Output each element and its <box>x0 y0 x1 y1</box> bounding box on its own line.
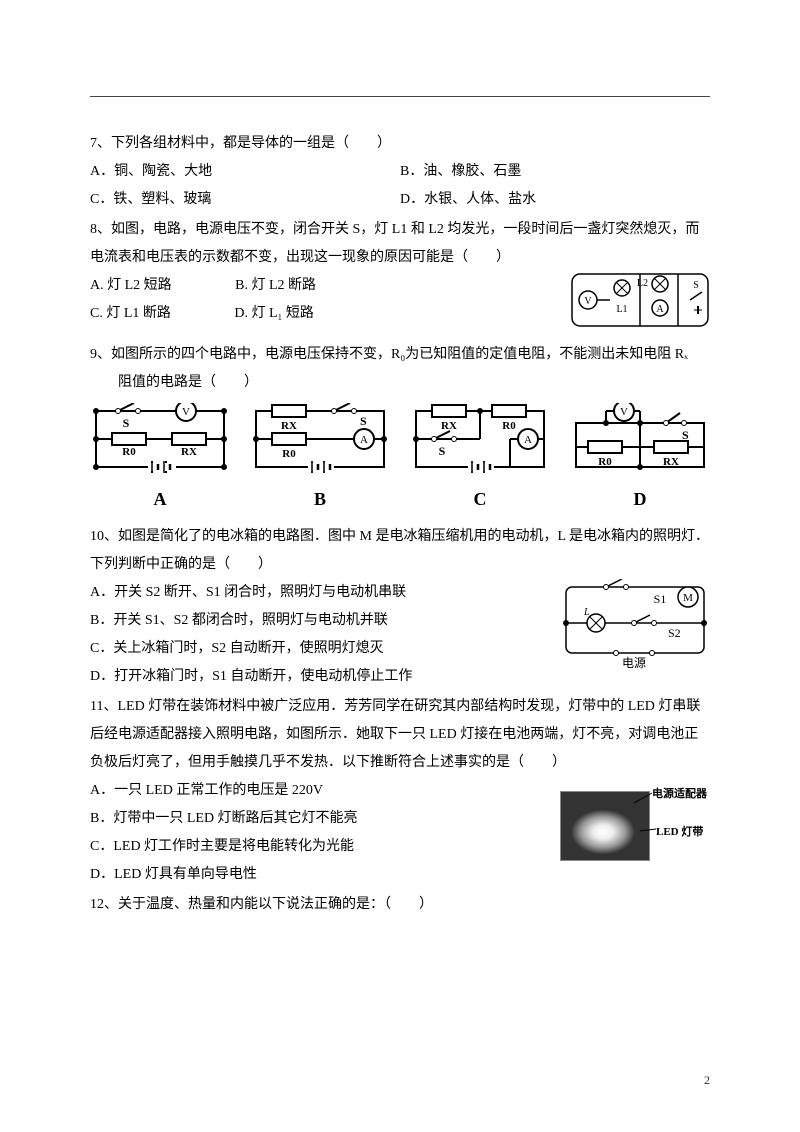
svg-text:R0: R0 <box>122 446 136 458</box>
question-10: 10、如图是简化了的电冰箱的电路图．图中 M 是电冰箱压缩机用的电动机，L 是电… <box>90 523 710 691</box>
q8-opt-b: B. 灯 L2 断路 <box>235 272 316 300</box>
q9-stem2: 阻值的电路是（ ） <box>90 369 710 397</box>
question-12: 12、关于温度、热量和内能以下说法正确的是：（ ） <box>90 891 710 919</box>
q9-circuit-c: RX R0 S A C <box>410 403 550 517</box>
svg-text:R0: R0 <box>282 448 296 460</box>
svg-text:S: S <box>439 444 446 458</box>
q8-v-label: V <box>584 296 592 307</box>
page-number: 2 <box>704 1068 710 1092</box>
svg-text:R0: R0 <box>502 420 516 432</box>
svg-text:M: M <box>683 592 693 604</box>
q12-stem: 12、关于温度、热量和内能以下说法正确的是：（ ） <box>90 891 710 919</box>
svg-text:V: V <box>182 406 190 418</box>
q11-stem: 11、LED 灯带在装饰材料中被广泛应用．芳芳同学在研究其内部结构时发现，灯带中… <box>90 693 710 777</box>
q9-circuit-a: S V R0 RX A <box>90 403 230 517</box>
q9-label-a: A <box>90 481 230 517</box>
q9-label-d: D <box>570 481 710 517</box>
q9-label-c: C <box>410 481 550 517</box>
q7-opt-a: A．铜、陶瓷、大地 <box>90 158 400 186</box>
svg-text:RX: RX <box>663 456 679 468</box>
question-7: 7、下列各组材料中，都是导体的一组是（ ） A．铜、陶瓷、大地 B．油、橡胶、石… <box>90 130 710 214</box>
svg-text:S: S <box>682 428 689 442</box>
svg-text:S: S <box>123 416 130 430</box>
svg-text:V: V <box>620 406 628 418</box>
q11-adapter-label: 电源适配器 <box>652 783 707 805</box>
q9-label-b: B <box>250 481 390 517</box>
svg-text:RX: RX <box>281 420 297 432</box>
q8-opt-d: D. 灯 L₁ 短路 <box>234 300 314 328</box>
question-11: 11、LED 灯带在装饰材料中被广泛应用．芳芳同学在研究其内部结构时发现，灯带中… <box>90 693 710 889</box>
question-8: 8、如图，电路，电源电压不变，闭合开关 S，灯 L1 和 L2 均发光，一段时间… <box>90 216 710 339</box>
q8-a-label: A <box>656 304 664 315</box>
svg-text:L: L <box>583 607 590 618</box>
svg-text:A: A <box>524 434 532 446</box>
q9-stem: 9、如图所示的四个电路中，电源电压保持不变，R₀为已知阻值的定值电阻，不能测出未… <box>90 341 710 369</box>
q8-opt-c: C. 灯 L1 断路 <box>90 300 171 328</box>
svg-text:R0: R0 <box>598 456 612 468</box>
svg-text:电源: 电源 <box>622 656 646 669</box>
q9-circuit-b: RX S R0 A B <box>250 403 390 517</box>
question-9: 9、如图所示的四个电路中，电源电压保持不变，R₀为已知阻值的定值电阻，不能测出未… <box>90 341 710 517</box>
q10-circuit-figure: S1 M L S2 电源 <box>560 579 710 680</box>
q8-circuit-figure: V L1 L2 A S <box>570 272 710 339</box>
svg-text:RX: RX <box>181 446 197 458</box>
svg-text:A: A <box>360 434 368 446</box>
q10-stem: 10、如图是简化了的电冰箱的电路图．图中 M 是电冰箱压缩机用的电动机，L 是电… <box>90 523 710 579</box>
svg-text:RX: RX <box>441 420 457 432</box>
svg-text:S: S <box>360 414 367 428</box>
q9-circuits-row: S V R0 RX A <box>90 403 710 517</box>
header-rule <box>90 96 710 97</box>
q11-strip-label: LED 灯带 <box>656 821 703 843</box>
q7-opt-c: C．铁、塑料、玻璃 <box>90 186 400 214</box>
svg-text:S2: S2 <box>668 626 681 640</box>
q11-led-figure: 电源适配器 LED 灯带 <box>560 777 710 867</box>
q7-opt-b: B．油、橡胶、石墨 <box>400 158 710 186</box>
q7-opt-d: D．水银、人体、盐水 <box>400 186 710 214</box>
svg-text:S1: S1 <box>654 592 667 606</box>
q8-l2-label: L2 <box>637 278 648 289</box>
page-content: 7、下列各组材料中，都是导体的一组是（ ） A．铜、陶瓷、大地 B．油、橡胶、石… <box>90 130 710 919</box>
q9-circuit-d: V S R0 RX D <box>570 403 710 517</box>
q8-s-label: S <box>693 280 699 291</box>
q8-l1-label: L1 <box>616 304 627 315</box>
q8-stem: 8、如图，电路，电源电压不变，闭合开关 S，灯 L1 和 L2 均发光，一段时间… <box>90 216 710 272</box>
q8-opt-a: A. 灯 L2 短路 <box>90 272 172 300</box>
q7-stem: 7、下列各组材料中，都是导体的一组是（ ） <box>90 130 710 158</box>
